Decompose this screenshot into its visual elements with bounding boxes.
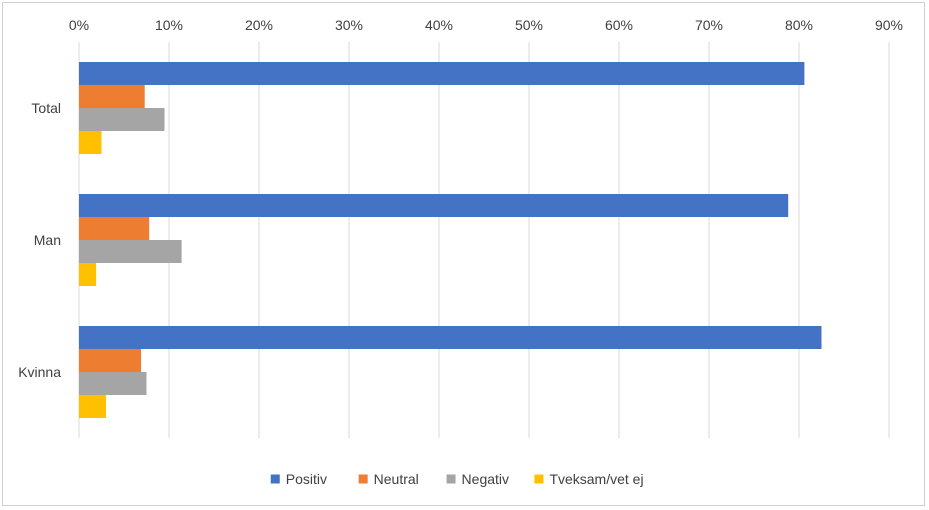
- x-tick-label: 80%: [785, 17, 813, 33]
- x-tick-label: 30%: [335, 17, 363, 33]
- x-tick-label: 20%: [245, 17, 273, 33]
- category-label: Kvinna: [18, 364, 61, 380]
- category-label: Man: [34, 232, 61, 248]
- x-axis-ticks: 0% 10% 20% 30% 40% 50% 60% 70% 80% 90%: [69, 17, 903, 33]
- legend: Positiv Neutral Negativ Tveksam/vet ej: [270, 471, 644, 487]
- bar-neutral-man: [79, 217, 150, 240]
- legend-label: Neutral: [374, 471, 419, 487]
- bar-negativ-kvinna: [79, 372, 147, 395]
- bar-negativ-man: [79, 240, 182, 263]
- x-tick-label: 90%: [875, 17, 903, 33]
- bar-tveksam-vet-ej-kvinna: [79, 395, 106, 418]
- bar-positiv-kvinna: [79, 326, 822, 349]
- category-labels: Total Man Kvinna: [18, 100, 61, 380]
- bar-tveksam-vet-ej-man: [79, 263, 97, 286]
- x-tick-label: 60%: [605, 17, 633, 33]
- legend-label: Negativ: [462, 471, 509, 487]
- bars: [79, 62, 822, 418]
- bar-positiv-total: [79, 62, 805, 85]
- x-tick-label: 10%: [155, 17, 183, 33]
- bar-tveksam-vet-ej-total: [79, 131, 102, 154]
- legend-swatch: [534, 474, 544, 484]
- bar-positiv-man: [79, 194, 789, 217]
- bar-neutral-total: [79, 85, 145, 108]
- legend-swatch: [270, 474, 280, 484]
- x-tick-label: 40%: [425, 17, 453, 33]
- legend-swatch: [446, 474, 456, 484]
- category-label: Total: [31, 100, 61, 116]
- x-tick-label: 0%: [69, 17, 89, 33]
- bar-negativ-total: [79, 108, 165, 131]
- x-tick-label: 70%: [695, 17, 723, 33]
- bar-neutral-kvinna: [79, 349, 142, 372]
- x-tick-label: 50%: [515, 17, 543, 33]
- legend-swatch: [358, 474, 368, 484]
- legend-label: Positiv: [286, 471, 327, 487]
- gridlines: [78, 42, 890, 438]
- legend-label: Tveksam/vet ej: [549, 471, 643, 487]
